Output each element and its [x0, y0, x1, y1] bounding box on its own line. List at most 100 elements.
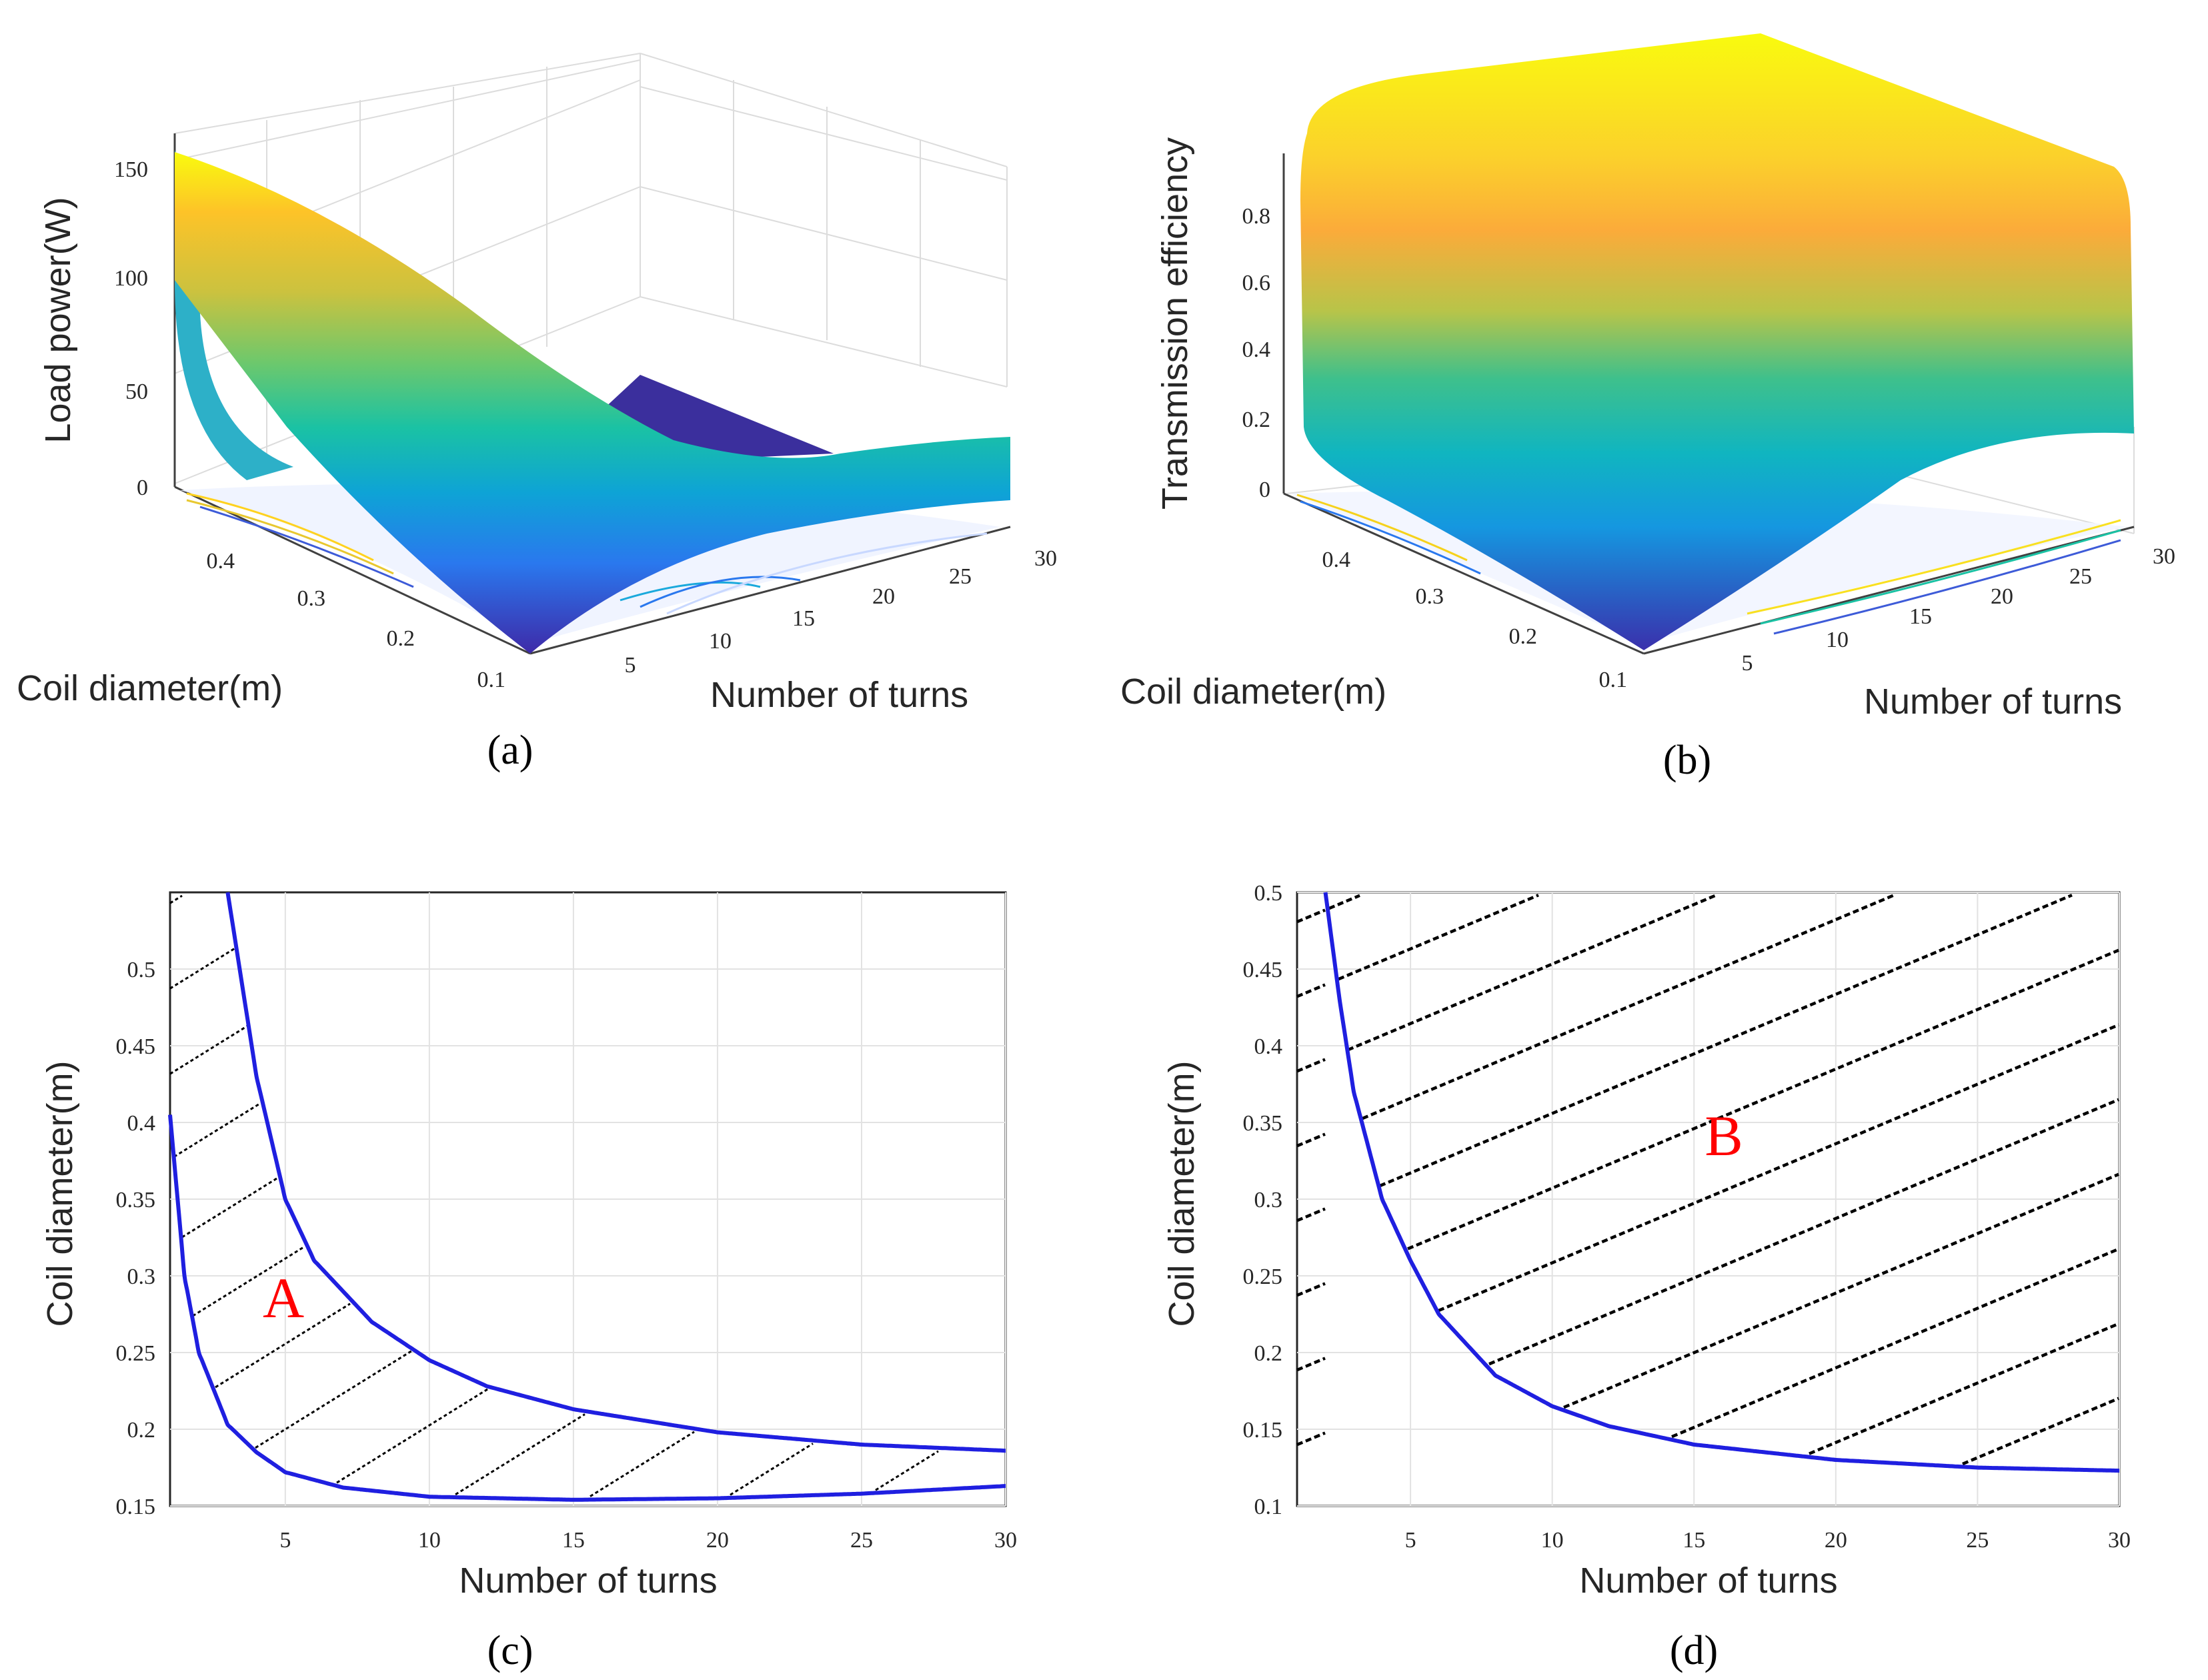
panel-b-z-tick-3: 0.6	[1242, 271, 1271, 295]
panel-c-x-tick-2: 15	[562, 1528, 585, 1553]
panel-d-y-tick-8: 0.5	[1254, 881, 1283, 906]
c-hatch-7	[255, 1350, 412, 1449]
panel-a-z-ticks: 0 50 100 150	[114, 157, 148, 500]
panel-c-y-ticks: 0.15 0.2 0.25 0.3 0.35 0.4 0.45 0.5	[116, 958, 156, 1519]
panel-a-y-tick-3: 0.4	[207, 549, 235, 574]
panel-a-x-ticks: 5 10 15 20 25 30	[625, 546, 1058, 678]
d-hatch-19	[1962, 1397, 2119, 1466]
panel-b-x-axis-label: Number of turns	[1864, 682, 2122, 722]
d-hatch-14	[1296, 1431, 1326, 1447]
panel-d-x-tick-1: 10	[1541, 1528, 1564, 1553]
panel-d-region-label: B	[1705, 1104, 1743, 1168]
panel-c-y-tick-0: 0.15	[116, 1495, 156, 1519]
d-hatch-7	[1362, 894, 1894, 1120]
panel-c-y-tick-4: 0.35	[116, 1188, 156, 1212]
panel-b-contour-lines	[1296, 494, 2121, 635]
d-hatch-2	[1296, 983, 1326, 998]
panel-c-series	[168, 892, 1006, 1502]
panel-b-z-tick-4: 0.8	[1242, 204, 1271, 229]
panel-b-y-tick-3: 0.4	[1322, 548, 1351, 572]
c-hatch-1	[169, 947, 236, 990]
c-hatch-12	[875, 1450, 939, 1491]
d-hatch-10	[1296, 1282, 1326, 1297]
panel-d-grid	[1297, 892, 2120, 1507]
d-hatch-9	[1379, 894, 2073, 1188]
panel-c-y-tick-7: 0.5	[127, 958, 156, 982]
panel-d-x-tick-3: 20	[1825, 1528, 1847, 1553]
panel-a-z-tick-2: 100	[114, 266, 148, 291]
panel-c-y-tick-2: 0.25	[116, 1341, 156, 1366]
panel-c-x-tick-4: 25	[850, 1528, 873, 1553]
panel-b-x-tick-1: 10	[1826, 628, 1849, 652]
c-hatch-4	[181, 1176, 280, 1238]
panel-b: 0 0.2 0.4 0.6 0.8 0.1 0.2 0.3 0.4 5 10 1…	[1120, 33, 2175, 783]
panel-a-y-axis-label: Coil diameter(m)	[17, 668, 283, 708]
panel-b-axes	[1282, 153, 2135, 655]
c-series-lower	[168, 1114, 1006, 1502]
panel-b-z-tick-1: 0.2	[1242, 407, 1271, 432]
panel-c-y-axis-label: Coil diameter(m)	[40, 1060, 80, 1327]
panel-a-x-tick-0: 5	[625, 653, 636, 678]
panel-c-y-tick-1: 0.2	[127, 1418, 156, 1443]
panel-c-x-axis-label: Number of turns	[459, 1561, 717, 1601]
panel-b-x-tick-5: 30	[2153, 544, 2175, 569]
c-hatch-10	[590, 1431, 695, 1497]
panel-a-x-tick-4: 25	[949, 564, 972, 589]
panel-b-z-tick-2: 0.4	[1242, 337, 1271, 362]
panel-a-x-tick-1: 10	[709, 629, 732, 654]
panel-a-z-tick-0: 0	[137, 476, 148, 500]
panel-b-caption: (b)	[1663, 738, 1711, 783]
panel-b-y-tick-1: 0.2	[1509, 624, 1538, 649]
panel-c-x-tick-3: 20	[706, 1528, 729, 1553]
panel-c-caption: (c)	[487, 1628, 533, 1673]
panel-b-y-tick-0: 0.1	[1599, 668, 1628, 692]
c-hatch-0	[169, 894, 183, 904]
c-hatch-5	[192, 1245, 305, 1317]
panel-b-x-tick-2: 15	[1909, 604, 1932, 629]
panel-d-y-tick-1: 0.15	[1243, 1418, 1283, 1443]
panel-d-x-ticks: 5 10 15 20 25 30	[1405, 1528, 2131, 1553]
panel-b-z-axis-label: Transmission efficiency	[1155, 137, 1195, 510]
c-series-upper	[225, 892, 1006, 1453]
panel-b-z-ticks: 0 0.2 0.4 0.6 0.8	[1242, 204, 1271, 502]
d-hatch-3	[1338, 894, 1539, 981]
d-hatch-12	[1296, 1357, 1326, 1372]
panel-d-hatch	[1296, 894, 2119, 1466]
panel-d-y-tick-3: 0.25	[1243, 1265, 1283, 1289]
c-hatch-11	[730, 1443, 814, 1496]
panel-c-hatch	[169, 894, 939, 1497]
d-hatch-5	[1347, 894, 1717, 1052]
panel-a-surface	[175, 152, 1010, 654]
panel-b-x-tick-4: 25	[2069, 564, 2092, 589]
panel-c-x-tick-0: 5	[279, 1528, 291, 1553]
d-hatch-6	[1296, 1132, 1326, 1148]
panel-c-x-tick-5: 30	[994, 1528, 1017, 1553]
c-hatch-2	[169, 1025, 248, 1075]
panel-d-x-axis-label: Number of turns	[1579, 1561, 1837, 1601]
d-hatch-4	[1296, 1058, 1326, 1073]
panel-d-x-tick-5: 30	[2108, 1528, 2131, 1553]
panel-d-y-tick-4: 0.3	[1254, 1188, 1283, 1212]
d-hatch-15	[1488, 1098, 2119, 1366]
panel-d-y-tick-2: 0.2	[1254, 1341, 1283, 1366]
panel-a-contour-lines	[186, 492, 988, 615]
panel-c: 5 10 15 20 25 30 0.15 0.2 0.25 0.3 0.35 …	[40, 891, 1017, 1673]
c-hatch-6	[215, 1303, 351, 1389]
panel-d-x-tick-2: 15	[1683, 1528, 1705, 1553]
c-hatch-9	[455, 1413, 586, 1496]
panel-a-left-wall	[175, 150, 293, 480]
c-hatch-3	[173, 1102, 261, 1158]
d-series-lower	[1323, 892, 2120, 1473]
panel-d-y-ticks: 0.1 0.15 0.2 0.25 0.3 0.35 0.4 0.45 0.5	[1243, 881, 1283, 1519]
panel-b-y-tick-2: 0.3	[1416, 584, 1444, 609]
panel-c-y-tick-5: 0.4	[127, 1111, 156, 1136]
panel-d-x-tick-0: 5	[1405, 1528, 1416, 1553]
d-hatch-0	[1296, 908, 1326, 924]
panel-d-y-tick-7: 0.45	[1243, 958, 1283, 982]
d-hatch-11	[1407, 948, 2119, 1250]
panel-a-x-tick-3: 20	[872, 584, 895, 609]
panel-c-region-label: A	[263, 1266, 304, 1330]
panel-d-x-tick-4: 25	[1966, 1528, 1989, 1553]
d-hatch-17	[1671, 1247, 2119, 1439]
